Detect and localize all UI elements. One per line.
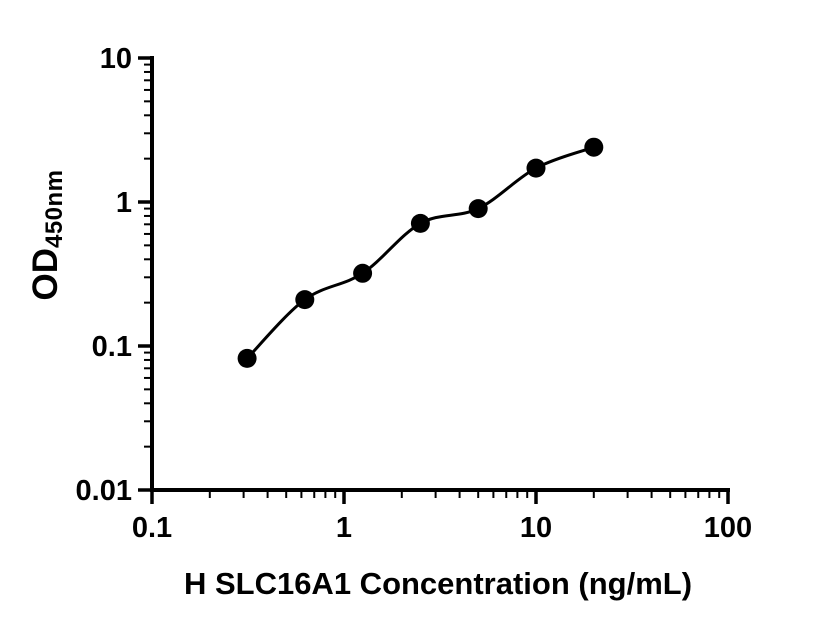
x-tick-label: 100 (704, 512, 752, 544)
data-point (353, 263, 373, 283)
y-tick-label: 1 (116, 187, 132, 219)
data-point (584, 137, 604, 157)
y-axis-label-main: OD (26, 248, 65, 301)
data-point (410, 213, 430, 233)
data-point (468, 199, 488, 219)
y-tick-label: 0.1 (92, 331, 132, 363)
x-axis-label: H SLC16A1 Concentration (ng/mL) (183, 566, 693, 601)
y-axis-label-subscript: 450nm (41, 169, 68, 249)
data-point (295, 290, 315, 310)
x-tick-label: 1 (336, 512, 352, 544)
data-point (237, 348, 257, 368)
y-tick-label: 10 (100, 43, 132, 75)
y-tick-label: 0.01 (76, 475, 132, 507)
x-tick-label: 0.1 (132, 512, 172, 544)
data-point (526, 158, 546, 178)
fit-curve (246, 145, 595, 360)
x-tick-label: 10 (520, 512, 552, 544)
y-axis-label: OD450nm (26, 169, 68, 301)
